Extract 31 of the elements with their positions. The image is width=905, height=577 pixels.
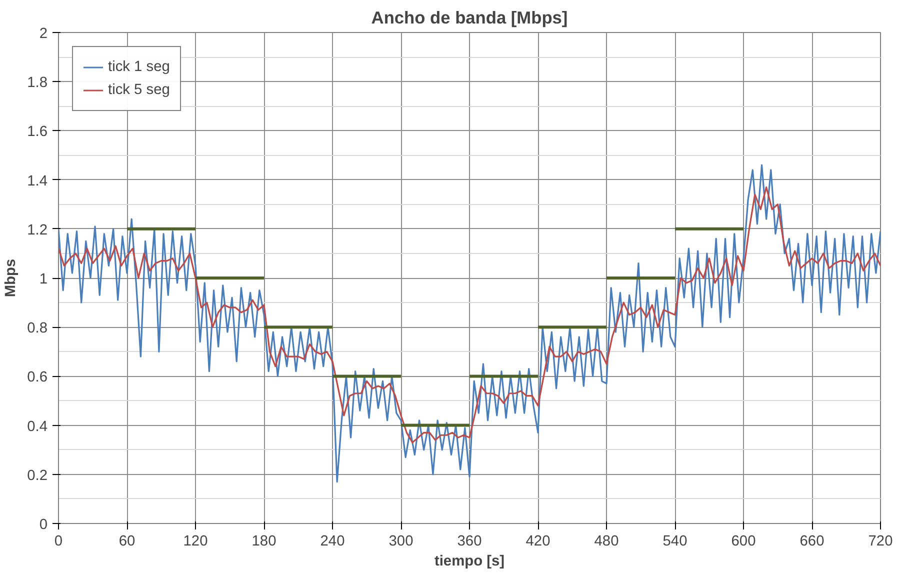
line-series bbox=[58, 186, 880, 444]
x-tick-label: 480 bbox=[594, 534, 619, 550]
x-tick-label: 180 bbox=[252, 534, 276, 550]
y-tick-label: 2 bbox=[39, 26, 48, 42]
y-tick-label: 0 bbox=[39, 517, 48, 533]
x-tick-label: 600 bbox=[731, 534, 756, 550]
x-tick-label: 660 bbox=[800, 534, 824, 550]
x-tick-label: 360 bbox=[457, 534, 482, 550]
x-tick-label: 720 bbox=[868, 534, 893, 550]
x-tick-label: 120 bbox=[183, 534, 208, 550]
y-tick-label: 0.2 bbox=[27, 468, 48, 484]
x-tick-label: 60 bbox=[118, 534, 136, 550]
x-tick-label: 300 bbox=[388, 534, 414, 550]
legend-label: tick 5 seg bbox=[108, 82, 170, 98]
x-tick-label: 0 bbox=[54, 534, 63, 550]
line-series bbox=[58, 164, 880, 483]
x-tick-label: 540 bbox=[662, 534, 688, 550]
legend-label: tick 1 seg bbox=[108, 59, 170, 75]
y-axis-title: Mbps bbox=[3, 258, 20, 298]
x-axis-title: tiempo [s] bbox=[434, 554, 505, 570]
y-tick-label: 1 bbox=[39, 272, 48, 288]
chart-title: Ancho de banda [Mbps] bbox=[371, 8, 568, 28]
y-tick-label: 0.8 bbox=[27, 320, 48, 337]
y-tick-label: 1.4 bbox=[27, 173, 48, 190]
y-tick-label: 1.2 bbox=[27, 222, 48, 238]
x-tick-label: 240 bbox=[320, 534, 345, 550]
y-tick-label: 0.6 bbox=[27, 370, 48, 386]
y-tick-label: 0.4 bbox=[27, 418, 48, 435]
x-tick-label: 420 bbox=[526, 534, 550, 550]
y-tick-label: 1.8 bbox=[27, 75, 48, 92]
y-tick-label: 1.6 bbox=[27, 124, 48, 140]
